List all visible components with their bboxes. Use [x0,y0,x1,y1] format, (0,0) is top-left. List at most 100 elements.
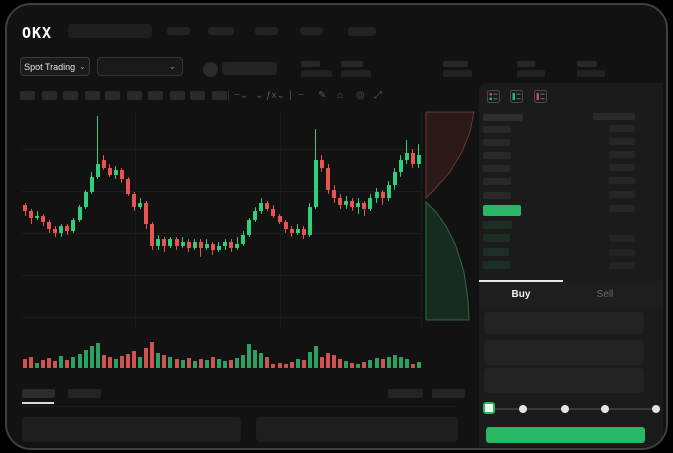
ask-row-price[interactable] [483,165,510,173]
amount-field[interactable] [484,340,644,365]
depth-bids-area [425,200,470,321]
timeframe-button-skeleton[interactable] [20,91,35,100]
sell-tab[interactable]: Sell [596,289,614,300]
volume-bar [216,359,221,368]
device-frame: OKX Spot Trading ⌄ ⌄ ~⌄ ⌄ ƒx⌄ | ~ ✎ ⌂ ◎ ⤢ [5,3,668,450]
book-all-icon[interactable] [487,90,500,103]
volume-bar [71,357,76,368]
candle-body [410,153,415,164]
candle-body [271,209,276,216]
settings-icon[interactable]: ◎ [356,90,365,101]
candle-body [229,241,234,249]
timeframe-button-skeleton[interactable] [105,91,120,100]
candle-body [265,202,270,210]
volume-bar [119,356,124,368]
ask-row-price[interactable] [483,126,511,133]
price-chart-candles[interactable] [22,112,422,328]
indicators-icon[interactable]: ƒx⌄ [266,90,285,101]
orderbook-header-right [593,113,635,120]
nav-item-skeleton[interactable] [348,27,376,36]
timeframe-button-skeleton[interactable] [63,91,78,100]
bottom-tab-active[interactable] [22,389,55,398]
spread-price-bar[interactable] [483,205,521,216]
candle-body [198,241,203,249]
timeframe-button-skeleton[interactable] [148,91,163,100]
bottom-tab[interactable] [68,389,101,398]
ask-row-price[interactable] [483,178,511,186]
buy-tab[interactable]: Buy [511,289,531,300]
ask-row-amount [609,190,635,198]
candle-body [338,198,343,205]
orderbook-header-left [483,114,523,121]
candle-body [307,207,312,236]
volume-bar [144,348,149,368]
bid-row-price[interactable] [483,234,510,243]
slider-stop-dot[interactable] [519,405,528,413]
price-field[interactable] [484,312,644,334]
timeframe-button-skeleton[interactable] [170,91,185,100]
bottom-action-skeleton[interactable] [388,389,423,398]
candle-body [180,241,185,246]
timeframe-button-skeleton[interactable] [42,91,57,100]
candle-body [107,168,112,175]
volume-bar [271,364,276,368]
slider-stop-dot[interactable] [560,405,569,413]
market-selector-button[interactable]: Spot Trading ⌄ [20,57,90,76]
bottom-action-skeleton[interactable] [432,389,465,398]
gridline [22,275,421,276]
candle-body [132,194,137,208]
gridline [22,149,421,150]
nav-item-skeleton[interactable] [300,27,323,35]
active-tab-indicator [479,280,563,282]
nav-item-skeleton[interactable] [255,27,278,35]
candle-body [374,191,379,199]
volume-bar [168,357,173,368]
book-asks-icon[interactable] [533,90,547,103]
candle-body [235,243,240,249]
fullscreen-icon[interactable]: ⤢ [374,90,382,101]
timeframe-button-skeleton[interactable] [212,91,227,100]
brush-icon[interactable]: ✎ [318,90,327,101]
bid-row-price[interactable] [483,247,509,256]
timeframe-button-skeleton[interactable] [85,91,100,100]
ask-row-price[interactable] [483,152,511,160]
bid-row-price[interactable] [483,260,510,269]
pair-selector-dropdown[interactable]: ⌄ [97,57,183,76]
amount-slider-track[interactable] [490,408,656,410]
candle-wick [200,239,202,257]
camera-icon[interactable]: ⌂ [337,90,344,101]
nav-search-skeleton[interactable] [68,24,152,38]
candle-body [210,243,215,251]
volume-bar [307,352,312,368]
line-tool-icon[interactable]: ~ [298,90,304,101]
nav-item-skeleton[interactable] [167,27,190,35]
timeframe-button-skeleton[interactable] [190,91,205,100]
candle-body [119,170,124,179]
volume-bar [277,363,282,368]
slider-stop-dot[interactable] [600,405,609,413]
slider-stop-dot[interactable] [652,405,660,413]
chart-type-icon[interactable]: ~⌄ [234,90,249,101]
total-field[interactable] [484,368,644,393]
stat-value-skeleton [301,70,332,77]
gridline [135,112,136,328]
ask-row-amount [609,164,635,172]
layout-icon[interactable]: ⌄ [255,90,264,101]
volume-bar [265,357,270,368]
ask-row-price[interactable] [483,191,511,199]
candle-body [253,211,258,220]
candle-wick [97,116,99,179]
volume-bar [59,356,64,368]
toolbar-divider [228,90,229,101]
bid-row-price[interactable] [483,221,512,229]
buy-submit-button[interactable] [486,427,645,443]
timeframe-button-skeleton[interactable] [127,91,142,100]
book-bids-icon[interactable] [510,90,524,103]
amount-slider-handle[interactable] [483,402,495,414]
nav-item-skeleton[interactable] [208,27,234,35]
bottom-active-tab-underline [22,402,54,404]
ask-row-price[interactable] [483,139,510,147]
volume-bar [83,350,88,368]
bid-row-amount [609,261,635,269]
ask-row-amount [609,125,635,132]
